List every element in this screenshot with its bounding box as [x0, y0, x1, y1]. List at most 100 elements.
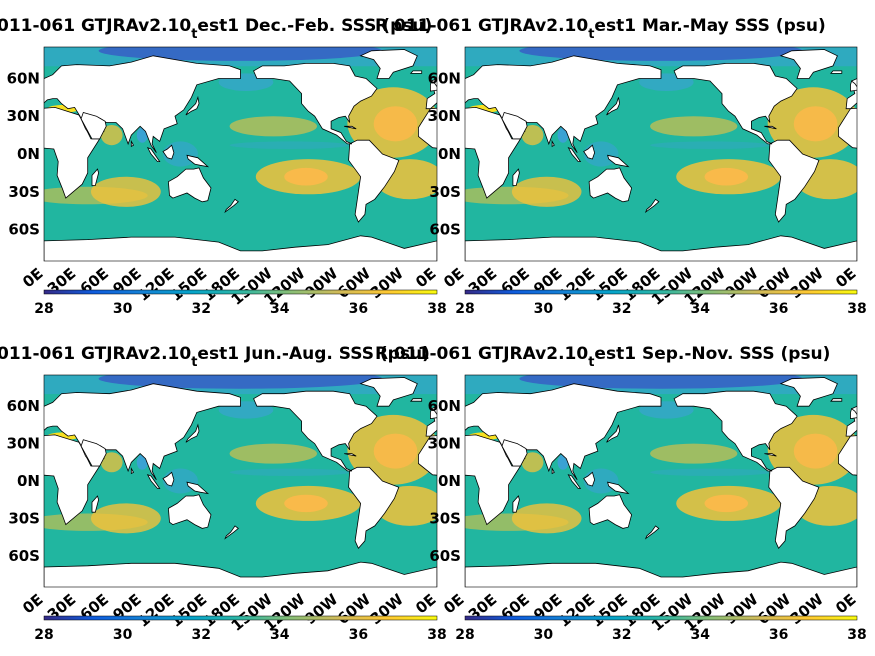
land-japan — [606, 97, 621, 116]
lat-tick-label: 60N — [428, 69, 461, 87]
title-rest: est1 Sep.-Nov. SSS (psu) — [594, 344, 830, 364]
axes-box — [43, 46, 438, 262]
colorbar-tick-label: 34 — [690, 301, 710, 317]
salty-indian-band — [44, 513, 148, 531]
salty-atlantic-north-core — [793, 106, 838, 142]
salty-arabian-sea-blob — [521, 125, 544, 146]
land-british-isles — [850, 408, 857, 420]
panel-title: R 011-061 GTJRAv2.10test1 Jun.-Aug. SSS … — [0, 344, 430, 370]
land-borneo — [162, 471, 175, 487]
colorbar — [43, 289, 438, 295]
colorbar-tick-label: 34 — [690, 627, 710, 643]
lon-tick-label: 120E — [134, 590, 177, 631]
salty-indian-band — [465, 186, 569, 205]
lon-tick-label: 30W — [787, 590, 828, 628]
lon-tick-label: 60W — [754, 590, 795, 628]
lon-tick-label: 0E — [440, 590, 467, 617]
colorbar-tick-label: 30 — [534, 627, 554, 643]
land-greenland — [359, 377, 418, 407]
land-madagascar — [512, 495, 520, 513]
lon-tick-label: 150E — [587, 590, 630, 631]
colorbar-tick-label: 30 — [113, 301, 133, 317]
lat-tick-label: 30N — [428, 435, 461, 453]
salty-indian-band — [44, 186, 148, 205]
colorbar-tick-label: 38 — [427, 627, 446, 643]
land-new-zealand — [224, 198, 239, 214]
colorbar-tick-label: 38 — [427, 301, 446, 317]
colorbar-tick-label: 32 — [612, 301, 631, 317]
land-africa — [44, 434, 101, 526]
land-greenland — [359, 49, 418, 79]
fresh-bay-bengal — [557, 127, 569, 143]
land-africa — [465, 434, 522, 526]
lon-tick-label: 0E — [19, 590, 46, 617]
land-antarctica — [44, 561, 437, 587]
fresh-pacific-itcz — [229, 141, 350, 149]
fresh-pacific-itcz — [650, 141, 770, 149]
land-borneo — [583, 471, 596, 487]
fresh-arctic-blob — [519, 375, 803, 389]
land-japan — [606, 424, 621, 443]
lat-tick-label: 60N — [428, 397, 461, 415]
panel-title: R 011-061 GTJRAv2.10test1 Sep.-Nov. SSS … — [375, 344, 830, 370]
land-cuba — [344, 453, 357, 457]
land-sumatra — [146, 146, 161, 163]
lat-tick-label: 30N — [7, 435, 40, 453]
salty-arabian-sea-blob — [100, 452, 123, 473]
lat-tick-label: 60N — [7, 69, 40, 87]
title-rest: est1 Dec.-Feb. SSS (psu) — [197, 16, 432, 36]
land-british-isles — [429, 80, 437, 92]
title-subscript: t — [191, 355, 197, 370]
title-main: R 011-061 GTJRAv2.10 — [0, 16, 191, 36]
land-sumatra — [567, 146, 582, 163]
map-area — [44, 47, 437, 261]
salty-arabian-sea-blob — [100, 125, 123, 146]
salty-atlantic-north-core — [373, 106, 418, 142]
land-new-guinea — [186, 481, 210, 495]
land-new-zealand — [644, 198, 660, 214]
salty-atlantic-north-core — [373, 433, 418, 469]
lat-tick-label: 60S — [429, 547, 461, 565]
land-new-zealand — [644, 525, 660, 540]
map-area — [465, 47, 857, 261]
colorbar-tick-label: 36 — [349, 627, 368, 643]
fresh-arctic-blob — [98, 375, 383, 389]
lon-tick-label: 60W — [334, 590, 375, 628]
salty-indian-band — [465, 513, 569, 531]
land-sri-lanka — [130, 139, 135, 148]
lon-tick-label: 120E — [555, 590, 598, 631]
land-africa-wrap — [417, 107, 437, 149]
land-cuba — [344, 125, 357, 130]
land-south-america — [768, 139, 820, 223]
lon-tick-label: 60W — [334, 264, 375, 302]
land-australia — [588, 494, 633, 529]
land-japan — [185, 423, 200, 443]
colorbar-tick-label: 36 — [349, 301, 368, 317]
lat-tick-label: 0N — [438, 472, 461, 490]
land-australia — [167, 167, 212, 203]
panel-title: R 011-061 GTJRAv2.10test1 Mar.-May SSS (… — [375, 16, 826, 42]
title-rest: est1 Mar.-May SSS (psu) — [594, 16, 825, 36]
lon-tick-label: 0E — [412, 590, 439, 617]
lat-tick-label: 30N — [428, 107, 461, 125]
axes-box — [464, 46, 858, 262]
lat-tick-label: 60N — [7, 397, 40, 415]
land-africa — [465, 106, 522, 199]
axes-box — [464, 374, 858, 588]
axes-box — [43, 374, 438, 588]
salty-pacific-south-core — [704, 167, 749, 186]
land-australia — [588, 167, 633, 203]
salty-pacific-south-core — [704, 494, 749, 513]
land-south-america — [348, 466, 400, 550]
lon-tick-label: 0E — [832, 264, 859, 291]
land-greenland — [779, 377, 838, 407]
colorbar-tick-label: 36 — [769, 627, 788, 643]
title-main: R 011-061 GTJRAv2.10 — [375, 16, 588, 36]
colorbar-tick-label: 34 — [270, 627, 290, 643]
lat-tick-label: 30S — [8, 183, 40, 201]
salty-pacific-north-blob — [229, 443, 317, 464]
land-arabia-block — [80, 112, 107, 140]
land-cuba — [764, 453, 777, 457]
title-main: R 011-061 GTJRAv2.10 — [0, 344, 191, 364]
land-british-isles — [429, 408, 437, 420]
